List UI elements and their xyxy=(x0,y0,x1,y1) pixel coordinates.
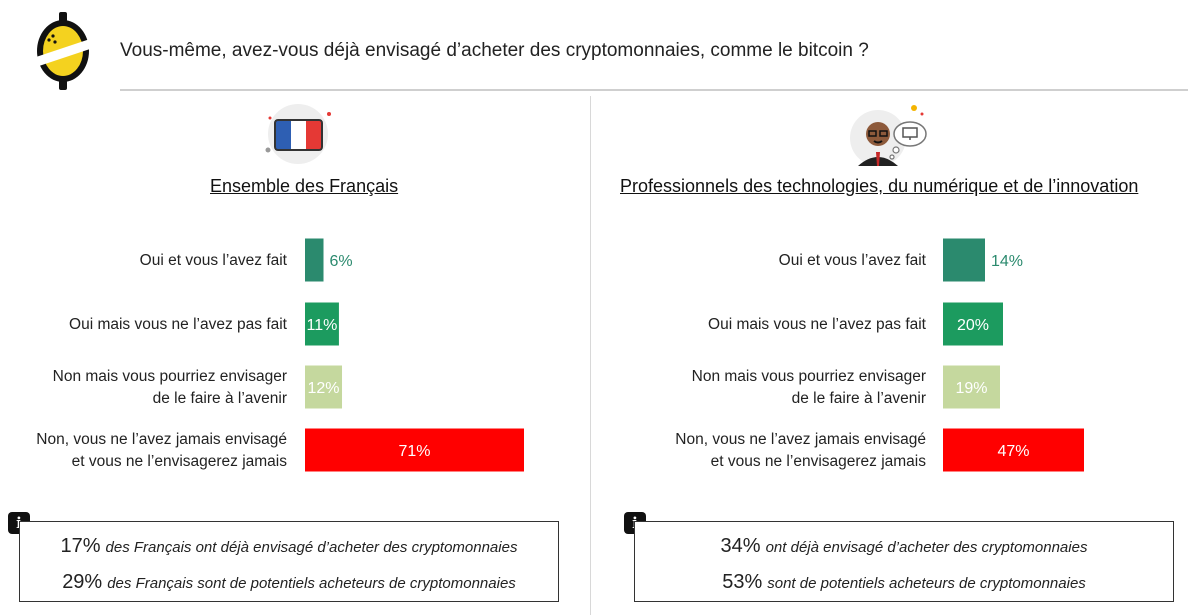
info-line: 29% des Français sont de potentiels achet… xyxy=(20,571,558,594)
bar-value-label: 71% xyxy=(398,443,430,460)
chart-ensemble-francais: 6% Oui et vous l’avez fait 11% Oui mais vou… xyxy=(36,238,524,472)
panel-title-left: Ensemble des Français xyxy=(210,176,399,196)
info-percentage: 29% xyxy=(62,571,103,593)
bar-value-label: 47% xyxy=(997,443,1029,460)
info-box-right: 34% ont déjà envisagé d’acheter des crypt… xyxy=(634,521,1174,602)
category-label: Non mais vous pourriez envisager xyxy=(692,368,926,385)
bar-value-label: 19% xyxy=(955,380,987,397)
category-label: Non, vous ne l’avez jamais envisagé xyxy=(675,431,926,448)
brand-logo-icon xyxy=(33,12,93,90)
bar-value-label: 6% xyxy=(330,253,353,270)
info-line: 17% des Français ont déjà envisagé d’ache… xyxy=(20,535,558,558)
bar xyxy=(943,238,985,282)
header-divider xyxy=(120,89,1188,91)
survey-question: Vous-même, avez-vous déjà envisagé d’ach… xyxy=(120,40,869,61)
chart-professionnels-tech: 14% Oui et vous l’avez fait 20% Oui mais vo… xyxy=(675,238,1084,472)
info-text: sont de potentiels acheteurs de cryptomo… xyxy=(767,575,1086,592)
category-label: Non, vous ne l’avez jamais envisagé xyxy=(36,431,287,448)
category-label: et vous ne l’envisagerez jamais xyxy=(711,453,927,470)
category-label: Non mais vous pourriez envisager xyxy=(53,368,287,385)
bar xyxy=(305,238,324,282)
bar-value-label: 12% xyxy=(307,380,339,397)
info-line: 34% ont déjà envisagé d’acheter des crypt… xyxy=(635,535,1173,558)
panel-title-right: Professionnels des technologies, du numé… xyxy=(620,176,1139,196)
info-percentage: 17% xyxy=(60,535,101,557)
bar-value-label: 20% xyxy=(957,317,989,334)
category-label: Oui et vous l’avez fait xyxy=(140,252,288,269)
category-label: de le faire à l’avenir xyxy=(153,390,287,407)
category-label: de le faire à l’avenir xyxy=(792,390,926,407)
bar xyxy=(943,365,1000,409)
bar-value-label: 14% xyxy=(991,253,1023,270)
tech-professional-icon xyxy=(850,105,927,166)
info-text: ont déjà envisagé d’acheter des cryptomo… xyxy=(765,539,1088,556)
bar xyxy=(943,428,1084,472)
bar xyxy=(305,428,524,472)
info-line: 53% sont de potentiels acheteurs de crypt… xyxy=(635,571,1173,594)
bar xyxy=(943,302,1003,346)
info-box-left: 17% des Français ont déjà envisagé d’ache… xyxy=(19,521,559,602)
category-label: Oui mais vous ne l’avez pas fait xyxy=(708,316,927,333)
info-percentage: 34% xyxy=(720,535,761,557)
category-label: Oui et vous l’avez fait xyxy=(779,252,927,269)
bar xyxy=(305,365,343,409)
info-percentage: 53% xyxy=(722,571,763,593)
info-text: des Français sont de potentiels acheteur… xyxy=(107,575,516,592)
france-flag-icon xyxy=(265,104,331,164)
info-text: des Français ont déjà envisagé d’acheter… xyxy=(105,539,518,556)
category-label: et vous ne l’envisagerez jamais xyxy=(72,453,288,470)
bar xyxy=(305,302,339,346)
category-label: Oui mais vous ne l’avez pas fait xyxy=(69,316,288,333)
bar-value-label: 11% xyxy=(307,317,338,334)
panel-divider xyxy=(590,96,591,615)
